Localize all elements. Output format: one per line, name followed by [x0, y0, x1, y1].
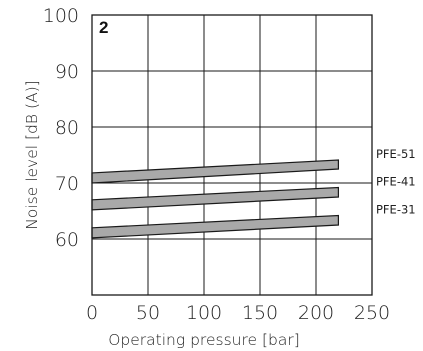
x-tick-label-0: 0 [86, 302, 98, 324]
y-tick-label-90: 90 [55, 61, 79, 83]
y-tick-label-70: 70 [55, 173, 79, 195]
series-bands [91, 159, 339, 239]
series-label-pfe-31: PFE-31 [376, 202, 416, 216]
series-band-pfe-51 [91, 159, 339, 184]
grid-lines [92, 15, 372, 295]
series-labels: PFE-51 PFE-41 PFE-31 [376, 147, 416, 216]
series-label-pfe-41: PFE-41 [376, 174, 416, 188]
x-tick-label-50: 50 [136, 302, 160, 324]
plot-frame [91, 14, 373, 296]
x-axis-label: Operating pressure [bar] [108, 331, 300, 349]
y-tick-label-80: 80 [55, 117, 79, 139]
y-axis-label: Noise level [dB (A)] [23, 80, 41, 229]
x-tick-label-100: 100 [186, 302, 222, 324]
series-band-pfe-31 [91, 214, 339, 239]
y-tick-labels: 60 70 80 90 100 [43, 5, 79, 251]
x-tick-labels: 0 50 100 150 200 250 [86, 302, 390, 324]
series-band-pfe-41 [91, 186, 339, 211]
x-tick-label-150: 150 [242, 302, 278, 324]
y-tick-label-100: 100 [43, 5, 79, 27]
y-tick-label-60: 60 [55, 229, 79, 251]
chart-badge: 2 [99, 18, 108, 37]
x-tick-label-250: 250 [354, 302, 390, 324]
x-tick-label-200: 200 [298, 302, 334, 324]
series-label-pfe-51: PFE-51 [376, 147, 416, 161]
